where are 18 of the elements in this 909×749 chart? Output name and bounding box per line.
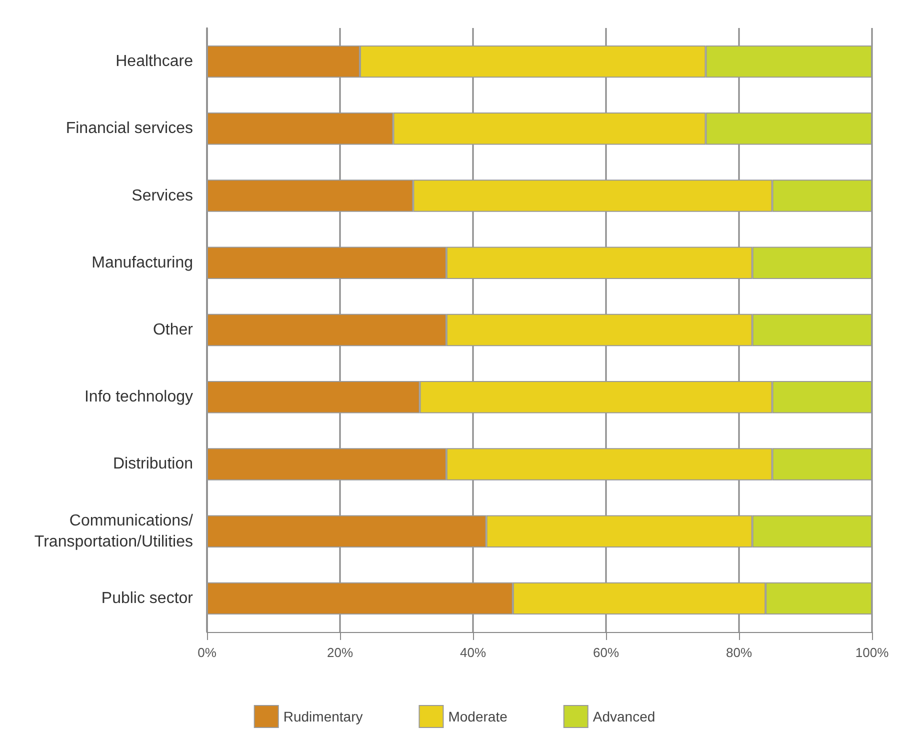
y-tick-label: Public sector <box>101 590 194 607</box>
legend-label: Rudimentary <box>283 708 363 724</box>
y-tick-label: Other <box>152 322 194 338</box>
x-tick-label: 40% <box>460 645 486 660</box>
x-tick-label: 80% <box>726 645 752 660</box>
legend-label: Moderate <box>448 708 508 724</box>
y-tick-label: Distribution <box>112 456 193 473</box>
x-tick-label: 100% <box>855 645 890 660</box>
y-tick-label: Info technology <box>84 388 193 406</box>
y-tick-label: Communications/ Transportation/Utilities <box>34 512 194 550</box>
x-tick-label: 60% <box>592 645 620 660</box>
legend-label: Advanced <box>592 708 656 724</box>
y-tick-label: Services <box>132 187 193 204</box>
y-tick-label: Financial services <box>66 120 193 138</box>
x-tick-label: 0% <box>198 645 217 660</box>
y-tick-label: Manufacturing <box>92 254 193 272</box>
x-tick-label: 20% <box>326 645 354 660</box>
y-tick-label: Healthcare <box>116 53 194 70</box>
